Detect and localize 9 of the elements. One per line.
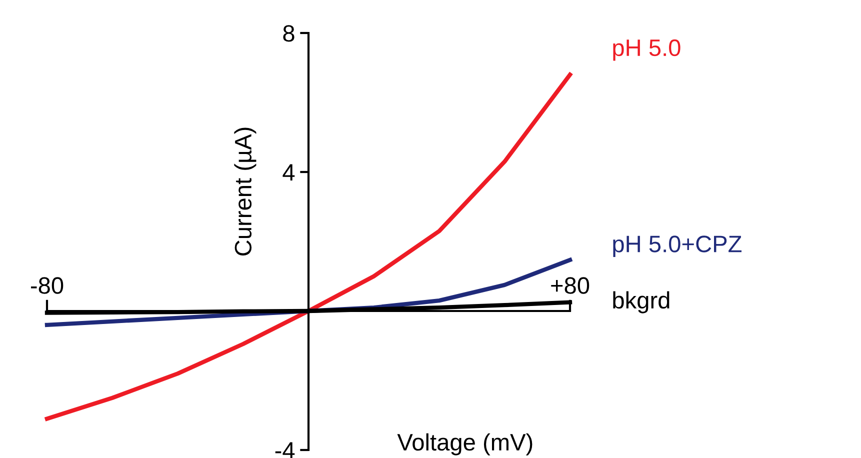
y-axis-title: Current (µA) bbox=[234, 128, 256, 256]
x-axis-title: Voltage (mV) bbox=[397, 433, 532, 456]
y-tick-label: 4 bbox=[282, 164, 295, 181]
x-tick-label: -80 bbox=[30, 277, 64, 294]
x-tick-label: +80 bbox=[551, 277, 590, 294]
series-label: pH 5.0 bbox=[613, 39, 680, 61]
series-label: bkgrd bbox=[613, 291, 670, 314]
series-label: pH 5.0+CPZ bbox=[613, 236, 742, 258]
y-tick-label: 8 bbox=[283, 25, 294, 42]
